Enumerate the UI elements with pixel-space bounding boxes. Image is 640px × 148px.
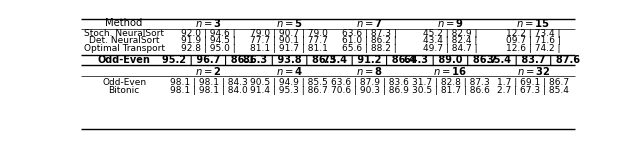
Text: 98.1 | 98.1 | 84.3: 98.1 | 98.1 | 84.3 xyxy=(170,78,248,87)
Text: 49.7 | 84.7 |: 49.7 | 84.7 | xyxy=(423,44,478,53)
Text: Det. NeuralSort: Det. NeuralSort xyxy=(89,36,159,45)
Text: 64.3 | 89.0 | 86.7: 64.3 | 89.0 | 86.7 xyxy=(404,55,497,66)
Text: $n = \mathbf{32}$: $n = \mathbf{32}$ xyxy=(516,65,550,77)
Text: 63.6 | 87.3 |: 63.6 | 87.3 | xyxy=(342,29,397,38)
Text: $n = \mathbf{9}$: $n = \mathbf{9}$ xyxy=(437,17,464,29)
Text: $n = \mathbf{5}$: $n = \mathbf{5}$ xyxy=(276,17,303,29)
Text: 1.7 | 69.1 | 86.7: 1.7 | 69.1 | 86.7 xyxy=(497,78,570,87)
Text: 61.0 | 86.2 |: 61.0 | 86.2 | xyxy=(342,36,397,45)
Text: 63.6 | 87.9 | 83.6: 63.6 | 87.9 | 83.6 xyxy=(331,78,409,87)
Text: 86.3 | 93.8 | 86.3: 86.3 | 93.8 | 86.3 xyxy=(243,55,336,66)
Text: Stoch. NeuralSort: Stoch. NeuralSort xyxy=(84,29,164,38)
Text: Odd-Even: Odd-Even xyxy=(98,55,150,65)
Text: $n = \mathbf{15}$: $n = \mathbf{15}$ xyxy=(516,17,550,29)
Text: Bitonic: Bitonic xyxy=(109,86,140,95)
Text: $n = \mathbf{3}$: $n = \mathbf{3}$ xyxy=(195,17,222,29)
Text: 95.2 | 96.7 | 86.1: 95.2 | 96.7 | 86.1 xyxy=(162,55,255,66)
Text: 70.6 | 90.3 | 86.9: 70.6 | 90.3 | 86.9 xyxy=(331,86,409,95)
Text: $n = \mathbf{8}$: $n = \mathbf{8}$ xyxy=(356,65,383,77)
Text: $n = \mathbf{4}$: $n = \mathbf{4}$ xyxy=(276,65,303,77)
Text: 30.5 | 81.7 | 86.6: 30.5 | 81.7 | 86.6 xyxy=(412,86,490,95)
Text: 2.7 | 67.3 | 85.4: 2.7 | 67.3 | 85.4 xyxy=(497,86,570,95)
Text: 31.7 | 82.8 | 87.3: 31.7 | 82.8 | 87.3 xyxy=(412,78,490,87)
Text: Odd-Even: Odd-Even xyxy=(102,78,146,87)
Text: 81.1 | 91.7 | 81.1: 81.1 | 91.7 | 81.1 xyxy=(250,44,328,53)
Text: $n = \mathbf{2}$: $n = \mathbf{2}$ xyxy=(195,65,222,77)
Text: 98.1 | 98.1 | 84.0: 98.1 | 98.1 | 84.0 xyxy=(170,86,248,95)
Text: 77.7 | 90.1 | 77.7: 77.7 | 90.1 | 77.7 xyxy=(250,36,328,45)
Text: 91.9 | 94.5 |: 91.9 | 94.5 | xyxy=(181,36,236,45)
Text: 12.2 | 73.4 |: 12.2 | 73.4 | xyxy=(506,29,561,38)
Text: 35.4 | 83.7 | 87.6: 35.4 | 83.7 | 87.6 xyxy=(487,55,580,66)
Text: Method: Method xyxy=(106,18,143,28)
Text: 43.4 | 82.4 |: 43.4 | 82.4 | xyxy=(423,36,477,45)
Text: 92.0 | 94.6 |: 92.0 | 94.6 | xyxy=(181,29,236,38)
Text: $n = \mathbf{16}$: $n = \mathbf{16}$ xyxy=(433,65,467,77)
Text: 92.8 | 95.0 |: 92.8 | 95.0 | xyxy=(181,44,236,53)
Text: Optimal Transport: Optimal Transport xyxy=(84,44,164,53)
Text: 65.6 | 88.2 |: 65.6 | 88.2 | xyxy=(342,44,397,53)
Text: 45.2 | 82.9 |: 45.2 | 82.9 | xyxy=(423,29,477,38)
Text: 91.4 | 95.3 | 86.7: 91.4 | 95.3 | 86.7 xyxy=(250,86,328,95)
Text: 79.0 | 90.7 | 79.0: 79.0 | 90.7 | 79.0 xyxy=(250,29,328,38)
Text: 90.5 | 94.9 | 85.5: 90.5 | 94.9 | 85.5 xyxy=(250,78,328,87)
Text: 75.4 | 91.2 | 86.4: 75.4 | 91.2 | 86.4 xyxy=(323,55,416,66)
Text: $n = \mathbf{7}$: $n = \mathbf{7}$ xyxy=(356,17,383,29)
Text: 09.7 | 71.6 |: 09.7 | 71.6 | xyxy=(506,36,561,45)
Text: 12.6 | 74.2 |: 12.6 | 74.2 | xyxy=(506,44,561,53)
